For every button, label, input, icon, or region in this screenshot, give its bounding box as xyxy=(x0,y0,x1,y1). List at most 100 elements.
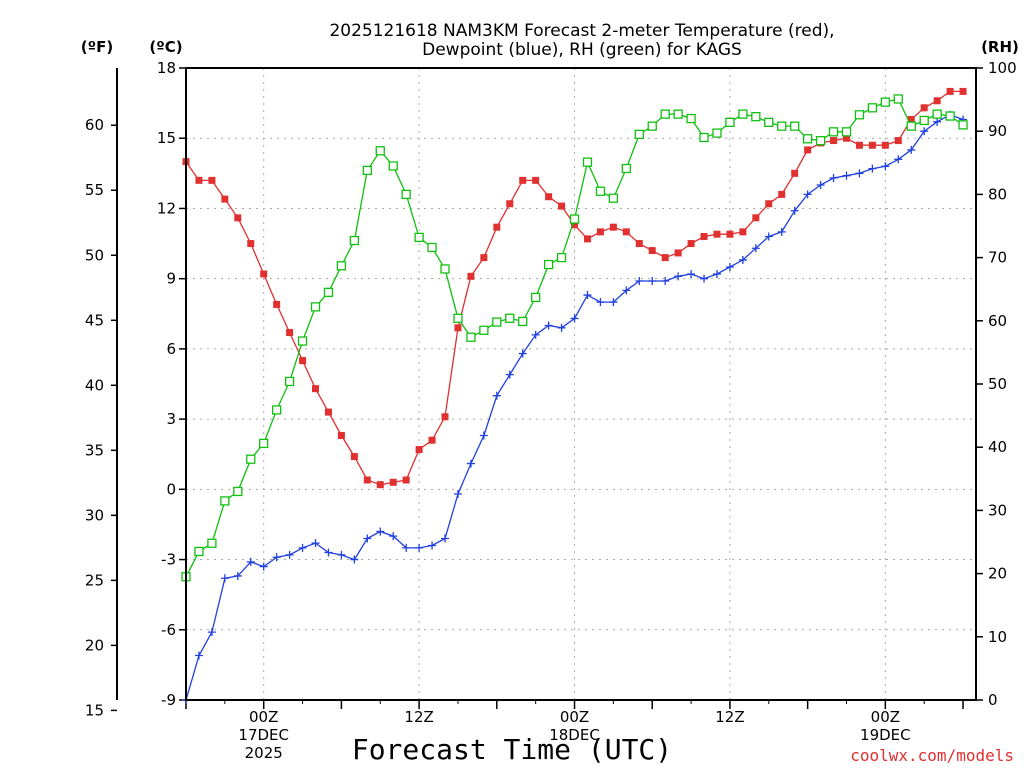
temperature-point xyxy=(609,223,617,231)
rh-point xyxy=(751,112,761,122)
fahrenheit-tick-label: 15 xyxy=(85,701,104,719)
fahrenheit-tick-label: 40 xyxy=(85,376,104,394)
celsius-tick-label: 9 xyxy=(166,270,176,288)
fahrenheit-tick-label: 45 xyxy=(85,311,104,329)
temperature-point xyxy=(506,200,514,208)
rh-point xyxy=(518,316,528,327)
temperature-point xyxy=(571,221,579,229)
rh-point xyxy=(802,134,813,144)
dewpoint-point xyxy=(220,574,229,583)
dewpoint-point xyxy=(842,171,851,180)
rh-point xyxy=(880,97,890,107)
rh-point xyxy=(492,317,502,327)
dewpoint-point xyxy=(635,277,644,286)
temperature-point xyxy=(622,228,630,236)
series-layer xyxy=(181,87,968,704)
time-tick-label: 17DEC xyxy=(238,726,289,744)
temperature-point xyxy=(674,249,682,257)
rh-point xyxy=(272,405,282,415)
rh-point xyxy=(673,109,683,119)
chart-title: 2025121618 NAM3KM Forecast 2-meter Tempe… xyxy=(329,21,834,60)
temperature-point xyxy=(337,431,345,439)
rh-tick-label: 80 xyxy=(988,185,1007,203)
temperature-point xyxy=(726,230,734,238)
celsius-tick-label: 6 xyxy=(166,340,176,358)
rh-point xyxy=(919,115,929,126)
dewpoint-point xyxy=(764,232,773,241)
dewpoint-point xyxy=(777,227,786,236)
fahrenheit-unit-label: (ºF) xyxy=(81,38,113,56)
dewpoint-point xyxy=(855,169,864,178)
dewpoint-point xyxy=(596,298,605,307)
temperature-point xyxy=(247,240,255,248)
temperature-point xyxy=(959,87,967,95)
temperature-point xyxy=(894,137,902,145)
dewpoint-point xyxy=(402,543,411,552)
rh-point xyxy=(764,117,774,128)
temperature-point xyxy=(700,233,708,241)
dewpoint-point xyxy=(194,651,203,660)
temperature-point xyxy=(312,385,320,393)
celsius-tick-label: 0 xyxy=(166,480,176,498)
rh-point xyxy=(336,261,347,271)
credit-text: coolwx.com/models xyxy=(850,746,1014,765)
temperature-point xyxy=(648,247,656,255)
rh-point xyxy=(375,146,385,156)
rh-point xyxy=(401,189,411,200)
temperature-point xyxy=(778,190,786,198)
rh-point xyxy=(854,110,865,120)
rh-point xyxy=(310,302,321,312)
celsius-unit-label: (ºC) xyxy=(149,38,182,56)
rh-point xyxy=(738,109,748,119)
dewpoint-point xyxy=(725,262,734,271)
rh-point xyxy=(932,109,942,119)
rh-tick-label: 100 xyxy=(988,59,1017,77)
temperature-point xyxy=(855,141,863,149)
dewpoint-point xyxy=(570,314,579,323)
celsius-axis: -9 -6 -3 0 3 6 9 12 15 18 xyxy=(157,59,186,709)
dewpoint-point xyxy=(531,330,540,339)
dewpoint-point xyxy=(868,164,877,173)
fahrenheit-tick-label: 35 xyxy=(85,441,104,459)
rh-point xyxy=(207,538,217,548)
rh-point xyxy=(867,103,878,113)
rh-tick-label: 50 xyxy=(988,375,1007,393)
temperature-point xyxy=(842,134,850,142)
time-tick-label: 19DEC xyxy=(860,726,911,744)
fahrenheit-tick-label: 60 xyxy=(85,116,104,134)
temperature-point xyxy=(519,176,527,184)
fahrenheit-tick-label: 55 xyxy=(85,181,104,199)
dewpoint-point xyxy=(285,550,294,559)
temperature-point xyxy=(195,176,203,184)
dewpoint-point xyxy=(933,117,942,126)
rh-point xyxy=(621,163,631,174)
rh-point xyxy=(414,232,424,243)
dewpoint-point xyxy=(920,127,929,136)
celsius-tick-label: 15 xyxy=(157,129,176,147)
time-tick-label: 18DEC xyxy=(549,726,600,744)
dewpoint-point xyxy=(687,269,696,278)
celsius-tick-label: 12 xyxy=(157,199,176,217)
celsius-tick-label: -6 xyxy=(161,621,176,639)
dewpoint-point xyxy=(376,527,385,536)
rh-point xyxy=(233,486,243,497)
rh-tick-label: 90 xyxy=(988,122,1007,140)
title-line-1: 2025121618 NAM3KM Forecast 2-meter Tempe… xyxy=(329,21,834,41)
rh-point xyxy=(634,129,644,140)
rh-point xyxy=(531,292,541,303)
dewpoint-point xyxy=(441,534,450,543)
fahrenheit-tick-label: 25 xyxy=(85,571,104,589)
dewpoint-point xyxy=(479,431,488,440)
temperature-point xyxy=(273,300,281,308)
celsius-tick-label: 3 xyxy=(166,410,176,428)
temperature-point xyxy=(441,413,449,421)
rh-point xyxy=(466,332,476,342)
plot-frame xyxy=(185,67,977,701)
dewpoint-point xyxy=(803,190,812,199)
celsius-tick-label: -3 xyxy=(161,551,176,569)
dewpoint-point xyxy=(790,206,799,215)
dewpoint-point xyxy=(505,370,514,379)
rh-point xyxy=(790,121,800,131)
fahrenheit-tick-label: 20 xyxy=(85,636,104,654)
temperature-point xyxy=(791,169,799,177)
